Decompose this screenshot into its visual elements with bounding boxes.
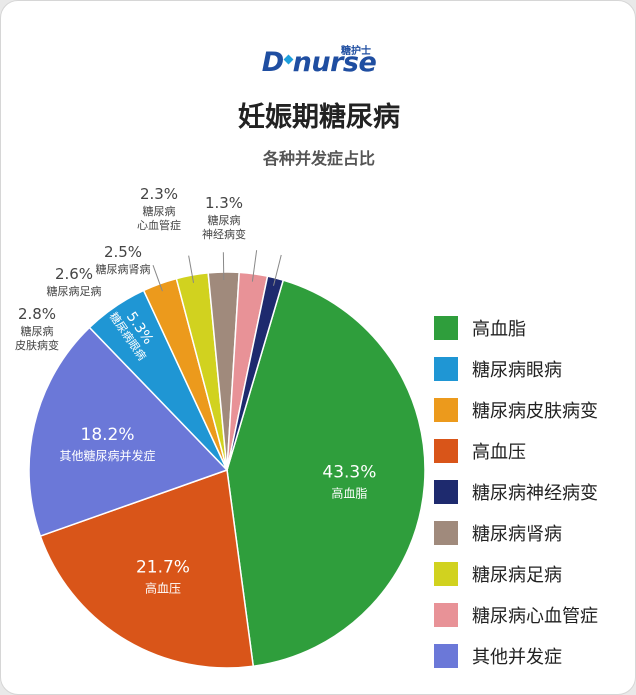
legend-swatch-7 (434, 602, 458, 627)
slice-8-value-label: 1.3% (205, 194, 243, 212)
slice-7-name-label-0: 糖尿病 (143, 204, 176, 218)
legend-swatch-5 (434, 520, 458, 545)
slice-2-wedge (28, 326, 229, 538)
legend-swatch-4 (434, 479, 458, 504)
logo-letter: D (261, 47, 284, 78)
legend-item-7: 糖尿病心血管症 (434, 594, 598, 635)
legend-item-2: 糖尿病皮肤病变 (434, 389, 598, 430)
legend-item-3: 高血压 (434, 430, 598, 471)
slice-4-leader-line (152, 264, 163, 292)
logo-sup-text: 糖护士 (341, 46, 371, 57)
slice-0-name-label: 高血脂 (331, 486, 367, 501)
legend-item-1: 糖尿病眼病 (434, 348, 598, 389)
legend-item-8: 其他并发症 (434, 635, 598, 676)
slice-8-leader-line (273, 254, 282, 286)
slice-2-name-label: 其他糖尿病并发症 (60, 448, 156, 463)
legend-label-0: 高血脂 (472, 318, 526, 340)
legend-swatch-2 (434, 397, 458, 422)
slice-4-value-label: 2.8% (18, 305, 56, 323)
chart-title: 妊娠期糖尿病 (238, 102, 400, 133)
slice-8-name-label-1: 神经病变 (202, 227, 246, 241)
slice-7-name-label-1: 心血管症 (137, 218, 181, 232)
slice-6-value-label: 2.5% (104, 243, 142, 261)
slice-4-name-label-0: 糖尿病 (21, 324, 54, 338)
slice-7-leader-line (251, 250, 258, 282)
legend-swatch-8 (434, 643, 458, 668)
slice-0-value-label: 43.3% (322, 463, 376, 483)
slice-1-value-label: 21.7% (136, 558, 190, 578)
chart-subtitle: 各种并发症占比 (262, 149, 375, 168)
legend-label-8: 其他并发症 (472, 646, 562, 668)
legend-label-6: 糖尿病足病 (472, 564, 562, 586)
legend-label-1: 糖尿病眼病 (472, 359, 562, 381)
legend-swatch-3 (434, 438, 458, 463)
slice-8-name-label-0: 糖尿病 (208, 213, 241, 227)
legend-item-4: 糖尿病神经病变 (434, 471, 598, 512)
slice-5-leader-line (188, 255, 195, 283)
chart-legend: 高血脂糖尿病眼病糖尿病皮肤病变 高血压糖尿病神经病变 糖尿病肾病糖尿病足病糖尿病心血… (434, 307, 598, 676)
slice-4-name-label-1: 皮肤病变 (15, 338, 59, 352)
legend-label-5: 糖尿病肾病 (472, 523, 562, 545)
slice-5-value-label: 2.6% (55, 265, 93, 283)
legend-item-6: 糖尿病足病 (434, 553, 598, 594)
slice-1-name-label: 高血压 (145, 581, 181, 596)
legend-item-0: 高血脂 (434, 307, 598, 348)
legend-label-7: 糖尿病心血管症 (472, 605, 598, 627)
slice-1-wedge (39, 468, 255, 669)
slice-6-name-label-0: 糖尿病肾病 (96, 262, 151, 276)
legend-label-2: 糖尿病皮肤病变 (472, 400, 598, 422)
slice-0-wedge (226, 279, 426, 668)
legend-swatch-1 (434, 356, 458, 381)
legend-label-3: 高血压 (472, 441, 526, 463)
legend-label-4: 糖尿病神经病变 (472, 482, 598, 504)
legend-swatch-0 (434, 315, 458, 340)
legend-swatch-6 (434, 561, 458, 586)
slice-7-value-label: 2.3% (140, 185, 178, 203)
legend-item-5: 糖尿病肾病 (434, 512, 598, 553)
logo-text: nurse (292, 47, 377, 78)
slice-2-value-label: 18.2% (81, 425, 135, 445)
slice-5-name-label-0: 糖尿病足病 (47, 284, 102, 298)
